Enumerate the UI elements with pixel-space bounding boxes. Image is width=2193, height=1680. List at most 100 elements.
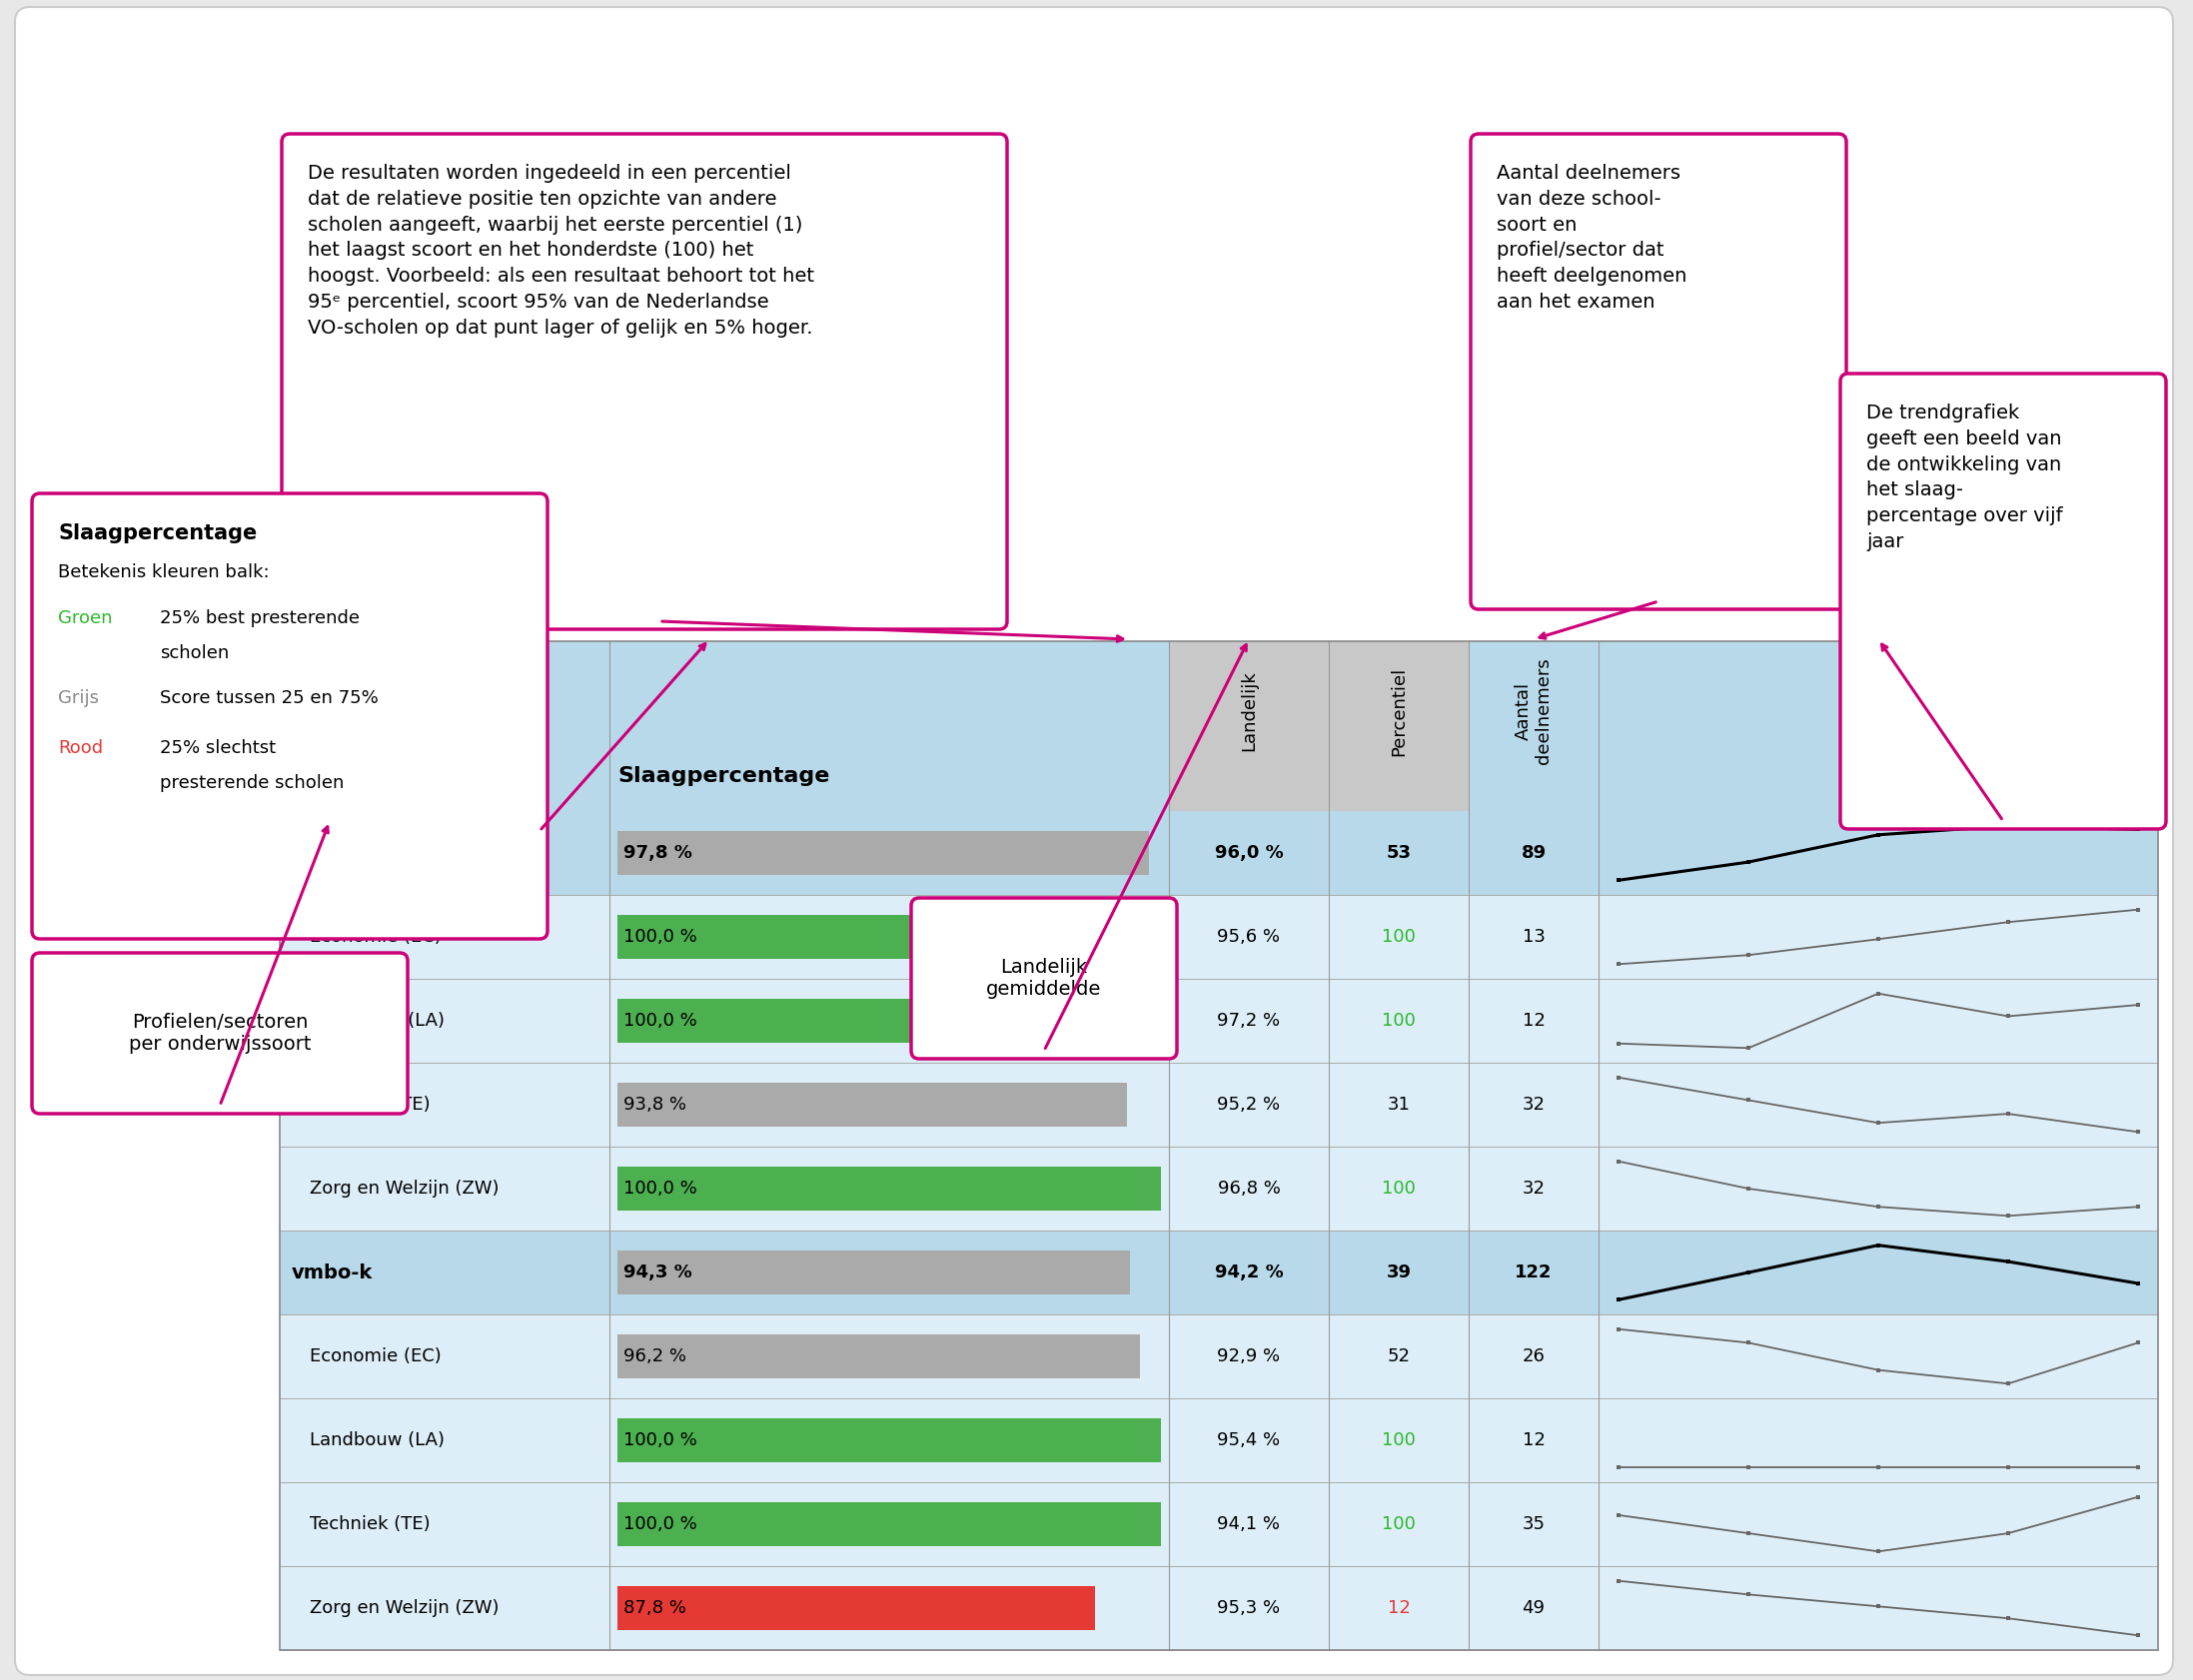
Bar	[618, 1334, 1140, 1378]
Bar	[281, 642, 1169, 811]
Bar	[281, 895, 2158, 979]
Text: Percentiel: Percentiel	[1390, 667, 1408, 756]
Text: 100: 100	[1382, 1179, 1417, 1198]
Bar	[618, 1502, 1160, 1546]
Bar	[618, 1586, 1094, 1630]
Text: 32: 32	[1522, 1095, 1546, 1114]
Text: vmbo-b: vmbo-b	[292, 843, 375, 862]
Text: 100: 100	[1382, 1431, 1417, 1450]
Bar	[618, 1418, 1160, 1462]
Text: 96,8 %: 96,8 %	[1217, 1179, 1281, 1198]
Text: 89: 89	[1522, 843, 1546, 862]
Text: Rood: Rood	[57, 739, 103, 758]
Text: 26: 26	[1522, 1347, 1546, 1366]
Text: 96,0 %: 96,0 %	[1215, 843, 1283, 862]
Bar	[281, 979, 2158, 1063]
Text: Grijs: Grijs	[57, 689, 99, 707]
Bar	[281, 1230, 2158, 1314]
Text: 96,2 %: 96,2 %	[623, 1347, 686, 1366]
Text: De resultaten worden ingedeeld in een percentiel
dat de relatieve positie ten op: De resultaten worden ingedeeld in een pe…	[307, 165, 814, 338]
Text: 100: 100	[1382, 1011, 1417, 1030]
Text: 13: 13	[1522, 927, 1546, 946]
Text: 100: 100	[1382, 927, 1417, 946]
Text: 100,0 %: 100,0 %	[623, 927, 697, 946]
Bar	[1469, 642, 1599, 811]
Text: scholen: scholen	[160, 643, 228, 662]
Text: 122: 122	[1515, 1263, 1553, 1282]
Text: Economie (EC): Economie (EC)	[309, 927, 441, 946]
Text: 87,8 %: 87,8 %	[623, 1599, 686, 1618]
Bar	[281, 1314, 2158, 1398]
Text: 97,8 %: 97,8 %	[623, 843, 693, 862]
Bar	[618, 916, 1160, 959]
Bar	[618, 1250, 1129, 1294]
Text: 92,9 %: 92,9 %	[1217, 1347, 1281, 1366]
Text: 100: 100	[1382, 1515, 1417, 1534]
Text: 12: 12	[1388, 1599, 1410, 1618]
Bar	[281, 642, 2158, 1650]
Text: 100,0 %: 100,0 %	[623, 1011, 697, 1030]
FancyBboxPatch shape	[15, 7, 2173, 1675]
Text: 52: 52	[1388, 1347, 1410, 1366]
FancyBboxPatch shape	[1472, 134, 1847, 610]
Text: 35: 35	[1522, 1515, 1546, 1534]
Text: Techniek (TE): Techniek (TE)	[309, 1095, 430, 1114]
Text: 32: 32	[1522, 1179, 1546, 1198]
Text: presterende scholen: presterende scholen	[160, 774, 344, 791]
Text: 53: 53	[1386, 843, 1412, 862]
Text: 100,0 %: 100,0 %	[623, 1431, 697, 1450]
Text: Trend: Trend	[1842, 766, 1914, 786]
Text: 97,2 %: 97,2 %	[1217, 1011, 1281, 1030]
Bar	[281, 1482, 2158, 1566]
Text: 94,1 %: 94,1 %	[1217, 1515, 1281, 1534]
Text: 94,2 %: 94,2 %	[1215, 1263, 1283, 1282]
Text: vmbo-k: vmbo-k	[292, 1263, 373, 1282]
Text: Landbouw (LA): Landbouw (LA)	[309, 1011, 445, 1030]
Text: Landelijk: Landelijk	[1239, 670, 1259, 751]
FancyBboxPatch shape	[281, 134, 1007, 630]
Text: 49: 49	[1522, 1599, 1546, 1618]
Text: 94,3 %: 94,3 %	[623, 1263, 693, 1282]
Text: Slaagpercentage: Slaagpercentage	[618, 766, 831, 786]
Text: Profielen/sectoren
per onderwijssoort: Profielen/sectoren per onderwijssoort	[129, 1013, 311, 1053]
Text: Groen: Groen	[57, 610, 112, 627]
Bar	[618, 1168, 1160, 1210]
Text: 95,2 %: 95,2 %	[1217, 1095, 1281, 1114]
Text: 93,8 %: 93,8 %	[623, 1095, 686, 1114]
Text: 12: 12	[1522, 1431, 1546, 1450]
Bar	[281, 1398, 2158, 1482]
Bar	[281, 1063, 2158, 1147]
Text: Landbouw (LA): Landbouw (LA)	[309, 1431, 445, 1450]
Text: Score tussen 25 en 75%: Score tussen 25 en 75%	[160, 689, 379, 707]
Bar	[618, 1084, 1127, 1127]
Text: 39: 39	[1386, 1263, 1412, 1282]
Text: Aantal deelnemers
van deze school-
soort en
profiel/sector dat
heeft deelgenomen: Aantal deelnemers van deze school- soort…	[1496, 165, 1686, 311]
Text: Zorg en Welzijn (ZW): Zorg en Welzijn (ZW)	[309, 1179, 500, 1198]
Bar	[281, 811, 2158, 895]
Text: 100,0 %: 100,0 %	[623, 1179, 697, 1198]
Bar	[1599, 642, 2158, 811]
Text: Zorg en Welzijn (ZW): Zorg en Welzijn (ZW)	[309, 1599, 500, 1618]
Bar	[1169, 642, 1469, 811]
Text: 95,3 %: 95,3 %	[1217, 1599, 1281, 1618]
Text: 100,0 %: 100,0 %	[623, 1515, 697, 1534]
Text: De trendgrafiek
geeft een beeld van
de ontwikkeling van
het slaag-
percentage ov: De trendgrafiek geeft een beeld van de o…	[1866, 403, 2064, 551]
Bar	[281, 1566, 2158, 1650]
Bar	[618, 1000, 1160, 1043]
FancyBboxPatch shape	[910, 897, 1178, 1058]
Text: Economie (EC): Economie (EC)	[309, 1347, 441, 1366]
FancyBboxPatch shape	[33, 494, 548, 939]
Text: 12: 12	[1522, 1011, 1546, 1030]
Text: 25% best presterende: 25% best presterende	[160, 610, 360, 627]
FancyBboxPatch shape	[1840, 373, 2167, 828]
Text: 25% slechtst: 25% slechtst	[160, 739, 276, 758]
Text: Slaagpercentage: Slaagpercentage	[57, 524, 257, 543]
Text: 95,6 %: 95,6 %	[1217, 927, 1281, 946]
Bar	[618, 832, 1149, 875]
Text: Landelijk
gemiddelde: Landelijk gemiddelde	[987, 958, 1101, 1000]
Bar	[281, 1147, 2158, 1230]
Text: 95,4 %: 95,4 %	[1217, 1431, 1281, 1450]
Text: Techniek (TE): Techniek (TE)	[309, 1515, 430, 1534]
FancyBboxPatch shape	[33, 953, 408, 1114]
Text: 31: 31	[1388, 1095, 1410, 1114]
